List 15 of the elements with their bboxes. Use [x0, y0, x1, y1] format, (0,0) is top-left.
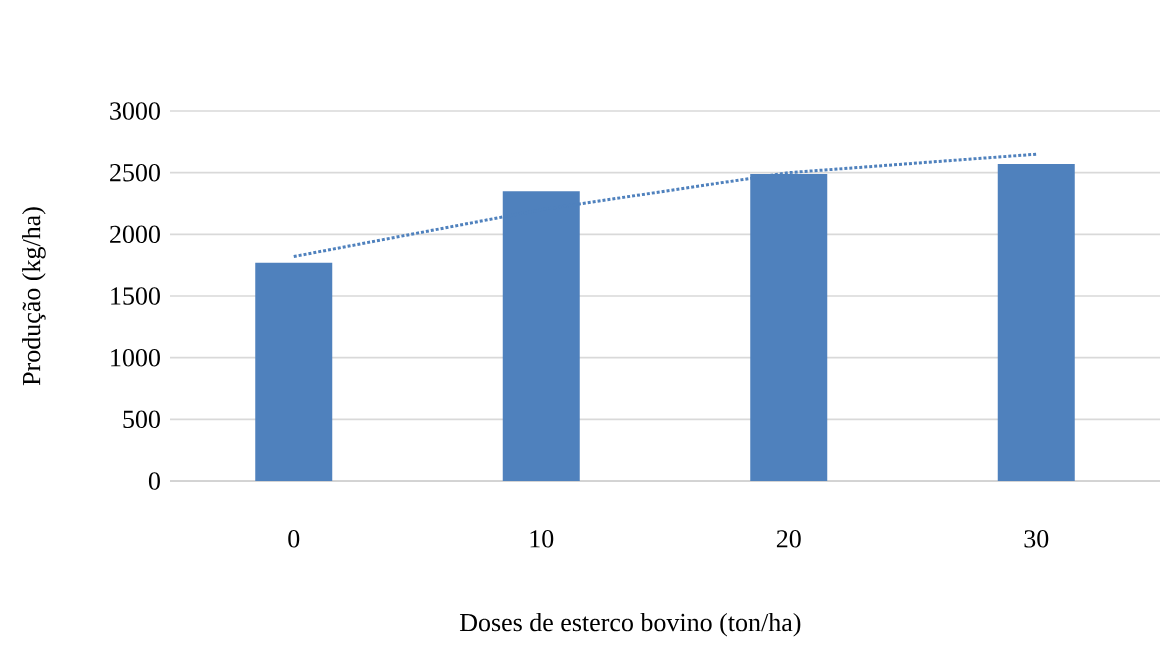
y-tick-label: 1000 [111, 348, 160, 367]
x-tick-label: 0 [288, 530, 300, 548]
y-tick-label: 2000 [110, 225, 160, 244]
y-tick-label: 500 [123, 410, 160, 429]
bar [255, 262, 333, 481]
x-tick-label: 20 [776, 530, 801, 548]
y-tick-label: 3000 [110, 102, 160, 120]
y-axis-title: Produção (kg/ha) [22, 207, 46, 386]
bar [997, 164, 1075, 481]
y-tick-label: 0 [148, 472, 160, 490]
x-tick-label: 10 [530, 530, 554, 548]
x-tick-label: 30 [1024, 530, 1049, 548]
y-tick-label: 1500 [111, 287, 160, 305]
y-tick-label: 2500 [110, 163, 160, 182]
x-axis-title: Doses de esterco bovino (ton/ha) [459, 612, 801, 637]
